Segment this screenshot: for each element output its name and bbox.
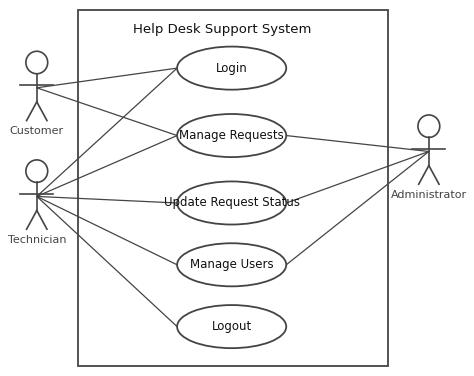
Text: Update Request Status: Update Request Status — [164, 197, 300, 209]
Text: Login: Login — [216, 62, 247, 74]
FancyBboxPatch shape — [78, 10, 388, 366]
Text: Manage Requests: Manage Requests — [179, 129, 284, 142]
Text: Logout: Logout — [211, 320, 252, 333]
Text: Customer: Customer — [10, 126, 64, 136]
Ellipse shape — [177, 47, 286, 89]
Ellipse shape — [177, 114, 286, 157]
Ellipse shape — [177, 305, 286, 348]
Ellipse shape — [177, 182, 286, 224]
Text: Technician: Technician — [8, 235, 66, 245]
Ellipse shape — [177, 243, 286, 287]
Text: Administrator: Administrator — [391, 190, 467, 200]
Text: Manage Users: Manage Users — [190, 258, 273, 271]
Text: Help Desk Support System: Help Desk Support System — [133, 23, 312, 36]
